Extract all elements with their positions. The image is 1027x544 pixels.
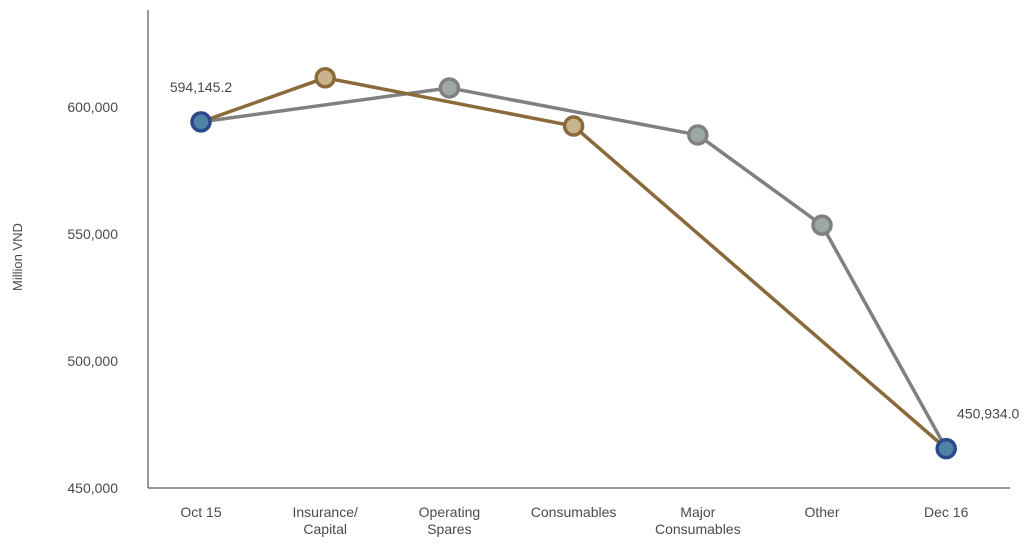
y-axis-ticks: 450,000 500,000 550,000 600,000: [67, 99, 118, 496]
x-tick-label-line: Spares: [427, 521, 471, 537]
x-tick-label: Other: [804, 504, 839, 520]
x-tick-label: Dec 16: [924, 504, 969, 520]
x-tick-label: Oct 15: [180, 504, 221, 520]
y-tick-label: 600,000: [67, 99, 118, 115]
y-tick-label: 450,000: [67, 480, 118, 496]
x-tick-label: Insurance/Capital: [293, 504, 358, 537]
data-label: 594,145.2: [170, 79, 232, 95]
series-1-line: [200, 86, 948, 450]
x-tick-label-line: Insurance/: [293, 504, 358, 520]
series-0-point: [314, 67, 336, 89]
y-tick-label: 500,000: [67, 353, 118, 369]
chart-axes: [147, 10, 1010, 489]
y-tick-label: 550,000: [67, 226, 118, 242]
x-tick-label-line: Major: [680, 504, 715, 520]
data-annotations: 594,145.2 450,934.0: [170, 79, 1020, 422]
x-tick-label: Consumables: [531, 504, 617, 520]
endpoint-marker: [935, 437, 957, 460]
x-tick-label-line: Oct 15: [180, 504, 221, 520]
series-0-line: [200, 76, 948, 450]
data-label: 450,934.0: [957, 406, 1019, 422]
series-1-point: [438, 77, 461, 99]
x-tick-label-line: Consumables: [531, 504, 617, 520]
x-axis-labels: Oct 15 Insurance/Capital Operating Spares Co…: [180, 504, 968, 537]
series-1-point: [687, 124, 709, 146]
series-lines: [190, 67, 957, 460]
endpoint-marker: [190, 111, 212, 133]
x-tick-label-line: Operating: [419, 504, 480, 520]
x-tick-label-line: Other: [804, 504, 839, 520]
x-tick-label: Major Consumables: [655, 504, 741, 537]
series-1-point: [811, 214, 833, 236]
series-0-point: [562, 115, 585, 137]
y-axis-title: Million VND: [10, 223, 25, 291]
x-tick-label-line: Consumables: [655, 521, 741, 537]
x-tick-label-line: Capital: [303, 521, 347, 537]
x-tick-label: Operating Spares: [419, 504, 480, 537]
x-tick-label-line: Dec 16: [924, 504, 969, 520]
